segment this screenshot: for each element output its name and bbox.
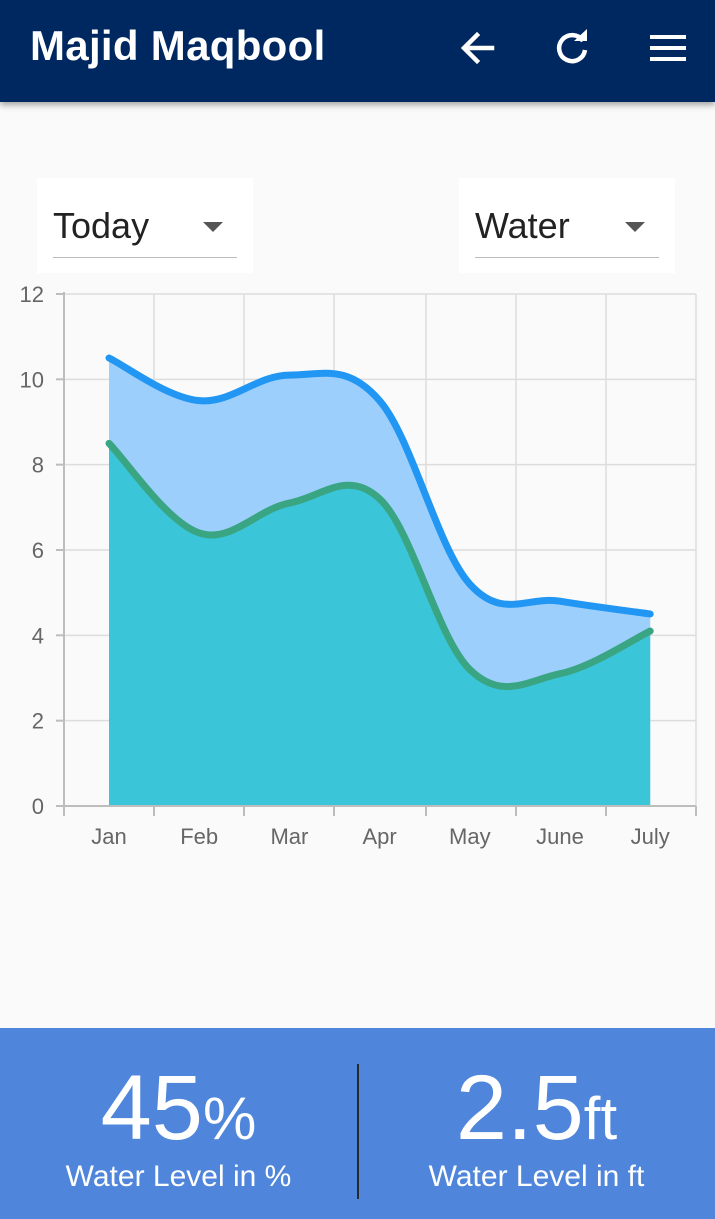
series-1-area: [109, 443, 651, 806]
y-tick-label: 6: [32, 538, 44, 563]
refresh-icon: [556, 29, 588, 64]
metric-dropdown[interactable]: Water: [459, 178, 675, 273]
stat-feet-unit: ft: [583, 1085, 618, 1152]
x-tick-label: Mar: [270, 824, 308, 849]
series-1-line: [105, 439, 654, 690]
dropdown-underline: [53, 257, 237, 258]
dropdown-underline: [475, 257, 659, 258]
water-level-chart: 0 2 4 6 8 10 12 Jan Feb Mar Apr May June July: [20, 282, 697, 849]
y-tick-label: 2: [32, 709, 44, 734]
stat-percent: 45% Water Level in %: [0, 1028, 357, 1219]
refresh-button[interactable]: [546, 24, 598, 72]
period-dropdown-value: Today: [53, 205, 150, 246]
y-tick-label: 10: [20, 367, 44, 392]
stat-percent-label: Water Level in %: [65, 1160, 292, 1193]
x-tick-label: Feb: [180, 824, 218, 849]
menu-button[interactable]: [642, 24, 694, 72]
x-tick-label: Jan: [91, 824, 126, 849]
stats-divider: [357, 1064, 359, 1199]
stats-panel: 45% Water Level in % 2.5ft Water Level i…: [0, 1028, 715, 1219]
y-tick-label: 0: [32, 794, 44, 819]
arrow-back-icon: [460, 31, 495, 65]
app-title: Majid Maqbool: [30, 22, 326, 69]
metric-dropdown-value: Water: [475, 205, 570, 246]
stat-feet: 2.5ft Water Level in ft: [358, 1028, 715, 1219]
x-tick-label: June: [536, 824, 584, 849]
y-tick-label: 4: [32, 623, 44, 648]
menu-icon: [650, 35, 686, 61]
y-tick-label: 8: [32, 453, 44, 478]
stat-percent-unit: %: [202, 1085, 257, 1152]
x-tick-label: Apr: [362, 824, 396, 849]
x-tick-label: July: [631, 824, 670, 849]
series-0-line: [105, 354, 654, 618]
y-tick-label: 12: [20, 282, 44, 307]
stat-feet-label: Water Level in ft: [428, 1160, 645, 1193]
stat-percent-value: 45: [100, 1057, 203, 1159]
period-dropdown[interactable]: Today: [37, 178, 253, 273]
back-button[interactable]: [451, 24, 503, 72]
app-bar: Majid Maqbool: [0, 0, 715, 102]
dropdown-arrow-icon: [625, 222, 645, 232]
dropdown-arrow-icon: [203, 222, 223, 232]
stat-feet-value: 2.5: [455, 1057, 584, 1159]
x-tick-label: May: [449, 824, 491, 849]
